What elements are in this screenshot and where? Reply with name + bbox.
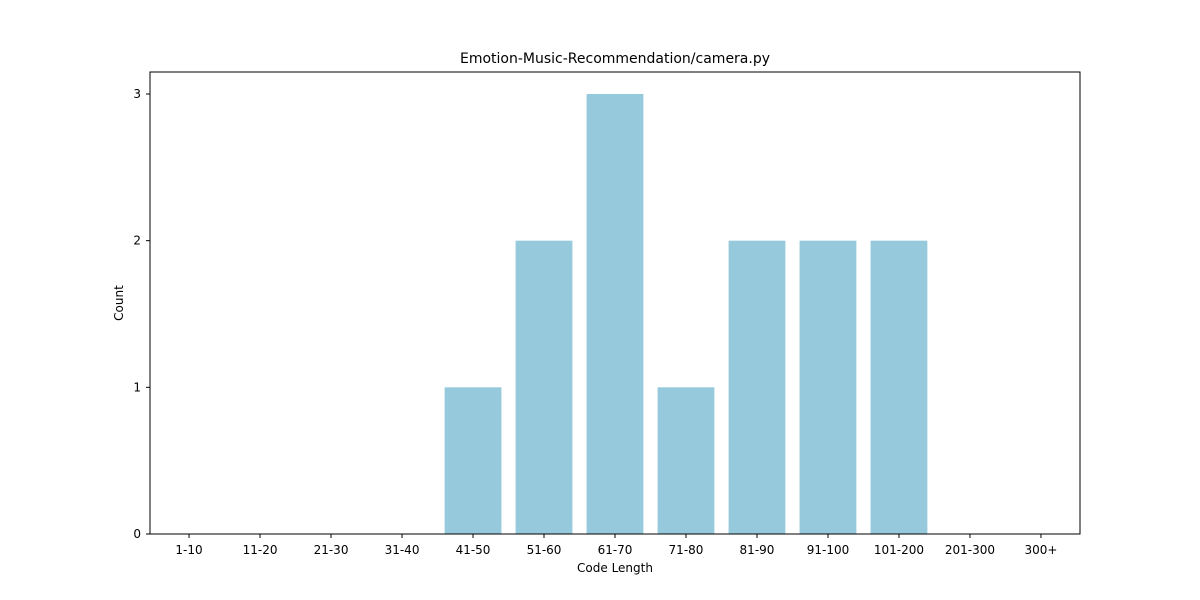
bars-group	[444, 94, 928, 535]
y-tick-label: 1	[133, 380, 141, 394]
x-tick-label: 300+	[1024, 543, 1057, 557]
x-tick-label: 21-30	[314, 543, 349, 557]
x-tick-label: 41-50	[456, 543, 491, 557]
bar-91-100	[799, 240, 857, 535]
x-tick-label: 1-10	[175, 543, 202, 557]
bar-51-60	[515, 240, 573, 535]
x-axis-label: Code Length	[577, 561, 653, 575]
x-tick-label: 61-70	[598, 543, 633, 557]
y-axis-label: Count	[112, 285, 126, 321]
x-tick-label: 71-80	[669, 543, 704, 557]
y-tick-label: 0	[133, 527, 141, 541]
y-axis: 0 1 2 3	[133, 87, 150, 541]
x-tick-label: 91-100	[807, 543, 850, 557]
x-tick-label: 81-90	[740, 543, 775, 557]
y-tick-label: 2	[133, 234, 141, 248]
x-tick-label: 101-200	[874, 543, 924, 557]
y-tick-label: 3	[133, 87, 141, 101]
bar-81-90	[728, 240, 786, 535]
x-tick-label: 31-40	[385, 543, 420, 557]
bar-61-70	[586, 94, 644, 534]
bar-101-200	[870, 240, 928, 535]
x-tick-label: 11-20	[243, 543, 278, 557]
chart-title: Emotion-Music-Recommendation/camera.py	[460, 51, 770, 67]
bar-41-50	[444, 387, 502, 534]
x-tick-label: 51-60	[527, 543, 562, 557]
x-tick-label: 201-300	[945, 543, 995, 557]
bar-71-80	[657, 387, 715, 534]
x-axis: 1-10 11-20 21-30 31-40 41-50 51-60 61-70 71-80 8…	[175, 534, 1057, 557]
